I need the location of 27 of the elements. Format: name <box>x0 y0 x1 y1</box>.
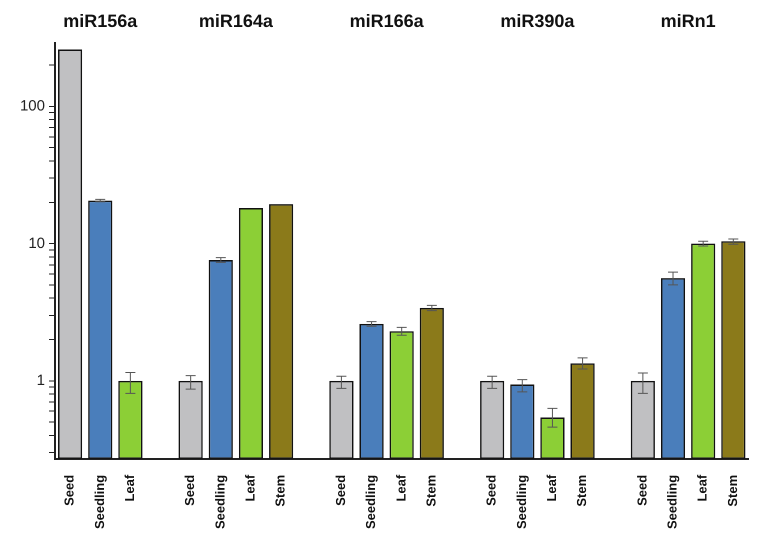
x-tick-label: Seedling <box>212 474 228 530</box>
text: miR166a <box>350 10 425 31</box>
text: miRn1 <box>660 10 716 31</box>
x-tick-label: Stem <box>272 474 288 507</box>
x-tick-label: Leaf <box>393 474 408 502</box>
y-tick-label: 10 <box>28 234 45 252</box>
text: miR164a <box>198 10 274 31</box>
x-tick-label: Leaf <box>242 474 258 502</box>
x-tick-label: Seedling <box>664 474 680 530</box>
x-tick-label: Seedling <box>514 474 529 530</box>
x-tick-label: Seed <box>634 474 650 506</box>
x-tick-label: Leaf <box>694 474 710 502</box>
x-tick-label: Stem <box>423 474 438 507</box>
x-tick-label: Seed <box>182 474 198 506</box>
text: miR156a <box>63 10 138 31</box>
x-tick-label: Stem <box>574 474 590 507</box>
y-tick-label: 100 <box>20 98 45 115</box>
x-tick-label: Seed <box>332 474 348 506</box>
x-tick-label: Leaf <box>122 474 137 502</box>
y-tick-label: 1 <box>36 372 45 389</box>
text: miR390a <box>500 10 576 31</box>
x-tick-label: Seedling <box>363 474 378 530</box>
x-tick-label: Seed <box>484 474 499 506</box>
x-tick-label: Seed <box>62 474 77 506</box>
x-tick-label: Seedling <box>92 474 107 530</box>
x-tick-label: Leaf <box>544 474 560 502</box>
x-tick-label: Stem <box>724 474 740 507</box>
